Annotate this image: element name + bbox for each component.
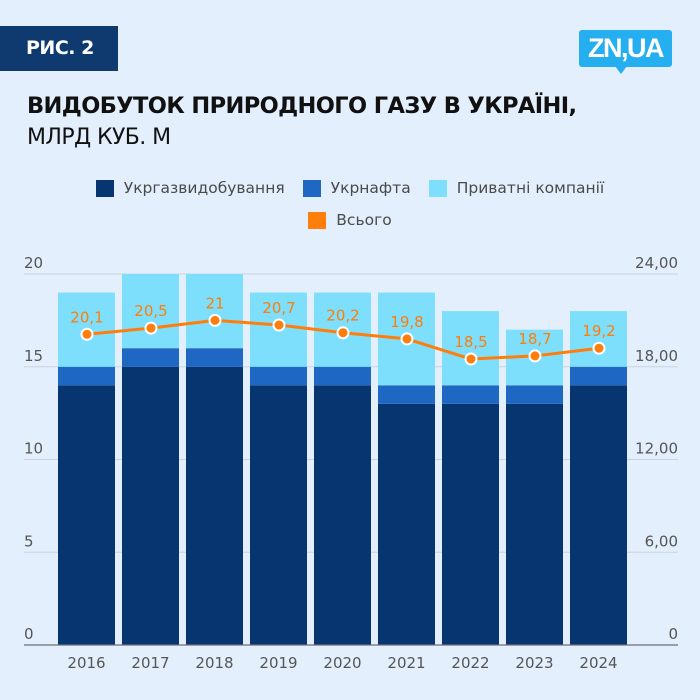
bar-segment-ukrnafta [314,366,371,386]
bar-segment-ukrgaz [58,385,115,645]
legend-item-private: Приватні компанії [428,179,605,197]
y-left-tick-label: 20 [24,254,43,272]
bar-segment-ukrgaz [378,403,435,645]
bar-segment-ukrnafta [378,385,435,404]
total-point [400,332,414,346]
total-data-label: 18,7 [518,330,551,348]
legend-label-ukrgaz: Укргазвидобування [123,179,285,197]
bar-segment-ukrnafta [186,348,243,367]
x-tick-label: 2017 [131,654,169,672]
axes: 0 5 10 15 20 0 6,00 12,00 18,00 24,00 2016 2017 2018… [24,254,678,672]
total-point [528,349,542,363]
legend: Укргазвидобування Укрнафта Приватні комп… [0,179,700,197]
x-tick-label: 2019 [259,654,297,672]
bars [58,274,627,645]
legend-swatch-total [308,211,327,229]
total-data-label: 20,2 [326,307,359,325]
bar-segment-private [186,274,243,349]
logo-speech-tail-icon [615,66,627,74]
bar-segment-ukrgaz [314,385,371,645]
legend-swatch-ukrnafta [302,179,321,197]
bar-segment-ukrgaz [186,366,243,645]
total-point [144,321,158,335]
bar-segment-ukrnafta [506,385,563,404]
chart-subtitle: МЛРД КУБ. М [27,125,171,150]
total-data-label: 20,5 [134,302,167,320]
total-point [336,326,350,340]
bar-segment-ukrnafta [250,366,307,386]
bar-segment-ukrnafta [442,385,499,404]
y-left-tick-label: 10 [24,440,43,458]
zn-ua-logo: ZN,UA [579,30,672,67]
total-data-label: 18,5 [454,333,487,351]
bar-segment-ukrnafta [122,348,179,367]
legend-swatch-ukrgaz [95,179,114,197]
legend-swatch-private [428,179,447,197]
bar-segment-ukrgaz [250,385,307,645]
x-tick-label: 2016 [67,654,105,672]
bar-segment-ukrgaz [570,385,627,645]
total-data-label: 20,1 [70,308,103,326]
bar-segment-ukrnafta [58,366,115,386]
total-point [208,313,222,327]
bar-segment-ukrnafta [570,366,627,386]
x-tick-label: 2023 [515,654,553,672]
y-left-tick-label: 0 [24,625,34,643]
total-point [80,327,94,341]
x-tick-label: 2020 [323,654,361,672]
y-right-tick-label: 24,00 [635,254,678,272]
bar-segment-private [442,311,499,386]
total-data-label: 21 [205,294,224,312]
legend-label-ukrnafta: Укрнафта [330,179,411,197]
total-data-label: 20,7 [262,299,295,317]
x-tick-label: 2022 [451,654,489,672]
bar-segment-private [122,274,179,349]
total-point [272,318,286,332]
bar-segment-ukrgaz [442,403,499,645]
x-tick-label: 2024 [579,654,617,672]
bar-segment-ukrgaz [506,403,563,645]
figure-badge: РИС. 2 [0,26,118,71]
y-right-tick-label: 12,00 [635,440,678,458]
bar-segment-private [570,311,627,367]
y-right-tick-label: 6,00 [645,532,678,550]
legend-item-ukrnafta: Укрнафта [302,179,411,197]
y-right-tick-label: 0 [668,625,678,643]
x-tick-label: 2021 [387,654,425,672]
y-left-tick-label: 5 [24,532,34,550]
legend-item-ukrgaz: Укргазвидобування [95,179,285,197]
total-point [464,352,478,366]
chart-title: ВИДОБУТОК ПРИРОДНОГО ГАЗУ В УКРАЇНІ, [27,93,577,119]
legend-label-private: Приватні компанії [456,179,605,197]
legend-item-total: Всього [308,211,392,229]
total-data-label: 19,8 [390,313,423,331]
y-right-tick-label: 18,00 [635,347,678,365]
total-point [592,341,606,355]
legend-label-total: Всього [336,211,392,229]
legend-row-2: Всього [0,211,700,229]
total-line: 20,1 20,5 21 20,7 20,2 19,8 18,5 18,7 19,2 [70,294,616,366]
x-tick-label: 2018 [195,654,233,672]
y-left-tick-label: 15 [24,347,43,365]
total-data-label: 19,2 [582,322,615,340]
bar-segment-ukrgaz [122,366,179,645]
